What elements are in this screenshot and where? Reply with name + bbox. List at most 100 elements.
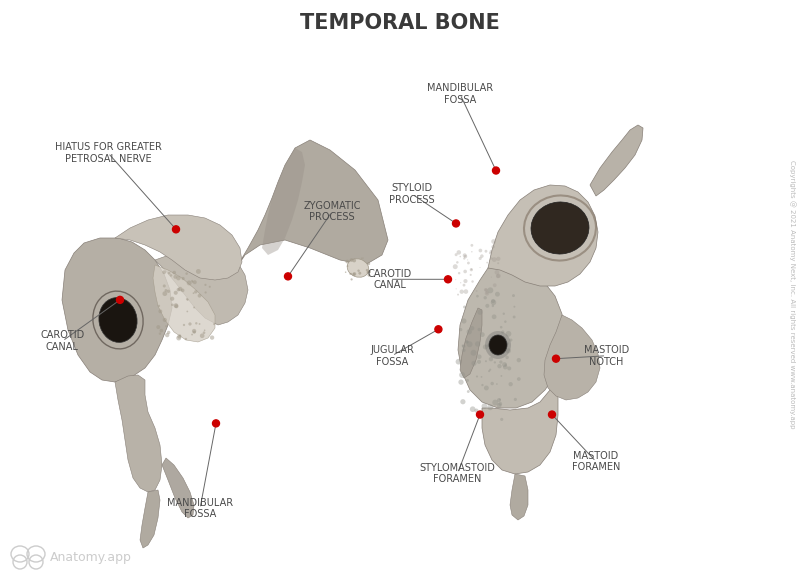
Circle shape xyxy=(170,274,172,277)
Circle shape xyxy=(183,324,185,326)
Circle shape xyxy=(487,288,494,293)
Circle shape xyxy=(496,383,498,385)
Circle shape xyxy=(171,303,174,306)
Circle shape xyxy=(470,326,474,330)
Circle shape xyxy=(158,309,162,313)
Circle shape xyxy=(366,271,370,274)
Circle shape xyxy=(517,358,521,362)
Circle shape xyxy=(174,290,178,295)
Circle shape xyxy=(480,332,485,337)
Circle shape xyxy=(513,316,515,319)
Circle shape xyxy=(470,274,472,276)
Polygon shape xyxy=(590,125,643,196)
Circle shape xyxy=(500,418,503,421)
Circle shape xyxy=(198,323,201,325)
Circle shape xyxy=(165,289,167,292)
Circle shape xyxy=(345,272,346,273)
Circle shape xyxy=(458,379,464,385)
Circle shape xyxy=(193,330,196,334)
Circle shape xyxy=(367,270,370,273)
Polygon shape xyxy=(510,474,528,520)
Polygon shape xyxy=(115,375,162,492)
Circle shape xyxy=(478,257,482,260)
Circle shape xyxy=(498,364,502,368)
Circle shape xyxy=(350,273,352,275)
Circle shape xyxy=(480,255,484,258)
Circle shape xyxy=(458,272,460,275)
Circle shape xyxy=(500,326,502,329)
Circle shape xyxy=(170,296,174,301)
Circle shape xyxy=(358,269,360,272)
Circle shape xyxy=(346,265,349,267)
Circle shape xyxy=(501,330,504,333)
Circle shape xyxy=(166,290,170,293)
Circle shape xyxy=(193,280,197,284)
Circle shape xyxy=(499,399,501,400)
Circle shape xyxy=(481,376,482,377)
Circle shape xyxy=(470,244,474,247)
Circle shape xyxy=(350,273,351,275)
Circle shape xyxy=(502,362,507,367)
Circle shape xyxy=(482,384,484,386)
Circle shape xyxy=(502,313,505,315)
Circle shape xyxy=(462,318,466,323)
Circle shape xyxy=(191,280,193,282)
Circle shape xyxy=(470,350,477,356)
Circle shape xyxy=(493,167,499,174)
Circle shape xyxy=(445,276,451,283)
Circle shape xyxy=(487,405,494,410)
Circle shape xyxy=(198,294,202,298)
Circle shape xyxy=(477,411,483,418)
Circle shape xyxy=(505,342,509,345)
Circle shape xyxy=(477,355,482,359)
Circle shape xyxy=(485,360,487,362)
Text: STYLOMASTOID
FORAMEN: STYLOMASTOID FORAMEN xyxy=(420,463,495,484)
Circle shape xyxy=(460,282,462,283)
Circle shape xyxy=(486,262,488,263)
Circle shape xyxy=(506,348,511,353)
Circle shape xyxy=(463,258,466,260)
Circle shape xyxy=(456,261,458,263)
Circle shape xyxy=(178,287,182,291)
Circle shape xyxy=(467,390,470,393)
Circle shape xyxy=(490,258,493,260)
Circle shape xyxy=(459,372,465,378)
Polygon shape xyxy=(482,375,558,474)
Circle shape xyxy=(158,332,162,335)
Text: STYLOID
PROCESS: STYLOID PROCESS xyxy=(389,183,435,205)
Circle shape xyxy=(173,226,179,233)
Circle shape xyxy=(478,310,482,315)
Circle shape xyxy=(367,273,370,276)
Polygon shape xyxy=(544,315,600,400)
Polygon shape xyxy=(230,140,388,290)
Circle shape xyxy=(366,269,368,272)
Circle shape xyxy=(174,303,178,308)
Circle shape xyxy=(176,336,181,340)
Text: Copyrights @ 2021 Anatomy Next, inc. All rights reserved www.anatomy.app: Copyrights @ 2021 Anatomy Next, inc. All… xyxy=(789,160,795,428)
Circle shape xyxy=(492,305,494,307)
Circle shape xyxy=(553,355,559,362)
Circle shape xyxy=(549,411,555,418)
Circle shape xyxy=(493,283,497,287)
Circle shape xyxy=(476,376,478,377)
Circle shape xyxy=(490,250,492,253)
Circle shape xyxy=(485,289,488,292)
Circle shape xyxy=(456,288,457,289)
Text: MASTOID
NOTCH: MASTOID NOTCH xyxy=(584,345,629,366)
Circle shape xyxy=(496,273,501,278)
Circle shape xyxy=(492,400,498,406)
Circle shape xyxy=(176,276,181,280)
Circle shape xyxy=(492,257,497,262)
Circle shape xyxy=(478,249,482,252)
Circle shape xyxy=(497,262,499,264)
Circle shape xyxy=(172,270,176,275)
Circle shape xyxy=(462,283,466,286)
Circle shape xyxy=(492,315,497,319)
Circle shape xyxy=(457,293,459,296)
Circle shape xyxy=(463,279,467,283)
Circle shape xyxy=(484,386,489,390)
Circle shape xyxy=(471,361,477,366)
Text: JUGULAR
FOSSA: JUGULAR FOSSA xyxy=(370,345,414,366)
Circle shape xyxy=(465,340,468,343)
Circle shape xyxy=(362,258,364,259)
